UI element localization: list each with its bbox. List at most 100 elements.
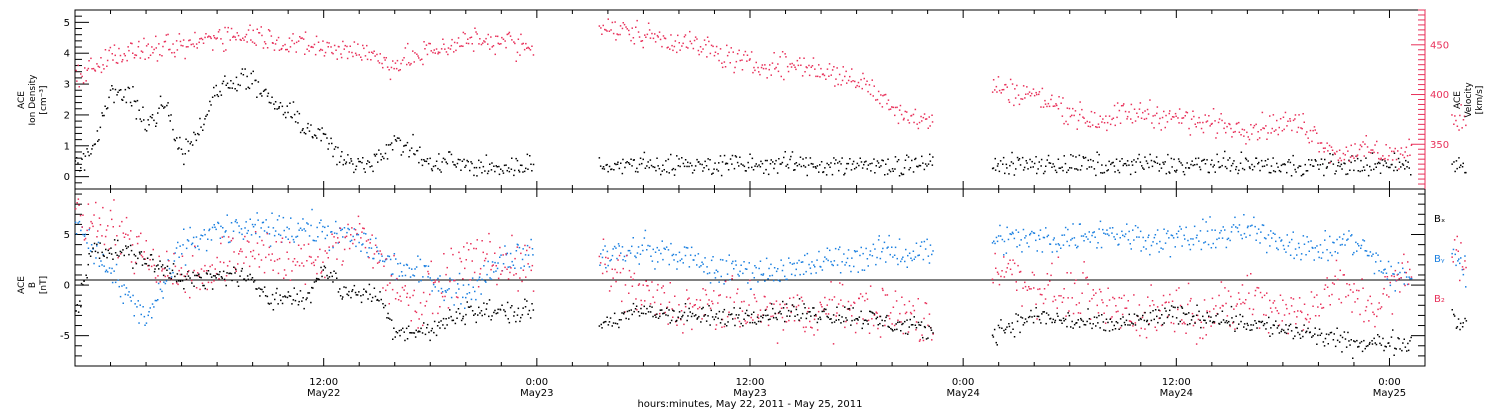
bz-point (496, 284, 498, 286)
velocity-point (1377, 152, 1379, 154)
by-point (285, 236, 287, 238)
velocity-point (1283, 129, 1285, 131)
bx-point (635, 308, 637, 310)
by-point (302, 218, 304, 220)
by-point (179, 245, 181, 247)
bz-point (294, 258, 296, 260)
velocity-point (903, 119, 905, 121)
by-point (1399, 272, 1401, 274)
velocity-point (78, 65, 80, 67)
bz-point (506, 269, 508, 271)
velocity-point (1406, 147, 1408, 149)
bx-point (760, 321, 762, 323)
velocity-point (1079, 101, 1081, 103)
by-point (1374, 273, 1376, 275)
bz-point (340, 228, 342, 230)
ion-density-point (659, 168, 661, 170)
by-point (681, 258, 683, 260)
by-point (382, 260, 384, 262)
ion-density-point (1009, 165, 1011, 167)
velocity-point (1095, 126, 1097, 128)
ion-density-point (884, 174, 886, 176)
velocity-point (1098, 123, 1100, 125)
ion-density-point (158, 108, 160, 110)
velocity-point (701, 51, 703, 53)
by-point (1411, 278, 1413, 280)
velocity-point (1338, 160, 1340, 162)
by-point (1194, 226, 1196, 228)
bz-point (1350, 289, 1352, 291)
ion-density-point (692, 172, 694, 174)
bx-point (1019, 332, 1021, 334)
bz-point (1236, 305, 1238, 307)
velocity-point (165, 41, 167, 43)
bz-point (166, 251, 168, 253)
by-point (394, 253, 396, 255)
ion-density-point (1132, 164, 1134, 166)
velocity-point (1279, 127, 1281, 129)
velocity-point (1273, 114, 1275, 116)
bz-point (1248, 292, 1250, 294)
bx-point (342, 296, 344, 298)
by-point (1115, 239, 1117, 241)
bz-point (701, 318, 703, 320)
bx-point (520, 317, 522, 319)
bx-point (1127, 324, 1129, 326)
bz-point (389, 303, 391, 305)
bz-point (216, 257, 218, 259)
by-point (802, 261, 804, 263)
velocity-point (1349, 160, 1351, 162)
ion-density-point (1462, 166, 1464, 168)
bx-point (213, 275, 215, 277)
bz-point (149, 259, 151, 261)
bz-point (277, 259, 279, 261)
ion-density-point (1104, 172, 1106, 174)
velocity-point (1305, 134, 1307, 136)
bz-point (1296, 316, 1298, 318)
ion-density-point (230, 80, 232, 82)
bz-point (1265, 315, 1267, 317)
velocity-point (183, 39, 185, 41)
ion-density-point (815, 167, 817, 169)
bx-point (739, 308, 741, 310)
bx-point (125, 245, 127, 247)
velocity-point (257, 29, 259, 31)
by-point (816, 259, 818, 261)
bx-point (207, 273, 209, 275)
bz-point (466, 242, 468, 244)
ion-density-point (808, 164, 810, 166)
bx-point (442, 324, 444, 326)
bx-point (134, 254, 136, 256)
ion-density-point (757, 166, 759, 168)
by-point (1176, 233, 1178, 235)
bz-point (104, 244, 106, 246)
ion-density-point (299, 113, 301, 115)
bz-point (274, 260, 276, 262)
bx-point (391, 319, 393, 321)
by-point (1008, 239, 1010, 241)
ion-density-point (1291, 175, 1293, 177)
velocity-point (1388, 155, 1390, 157)
bx-point (85, 275, 87, 277)
bx-point (910, 319, 912, 321)
ion-density-point (1011, 161, 1013, 163)
ion-density-point (350, 158, 352, 160)
by-point (1069, 245, 1071, 247)
velocity-point (371, 52, 373, 54)
velocity-point (1088, 126, 1090, 128)
velocity-point (376, 54, 378, 56)
velocity-point (261, 35, 263, 37)
ion-density-point (650, 159, 652, 161)
bx-point (1045, 323, 1047, 325)
by-point (711, 260, 713, 262)
by-point (1464, 255, 1466, 256)
bx-point (180, 281, 182, 283)
by-point (1358, 245, 1360, 247)
by-point (1208, 244, 1210, 246)
bx-point (1107, 322, 1109, 324)
ion-density-point (309, 130, 311, 132)
velocity-point (392, 60, 394, 62)
bx-point (819, 317, 821, 319)
bx-point (401, 329, 403, 331)
bx-point (233, 267, 235, 269)
